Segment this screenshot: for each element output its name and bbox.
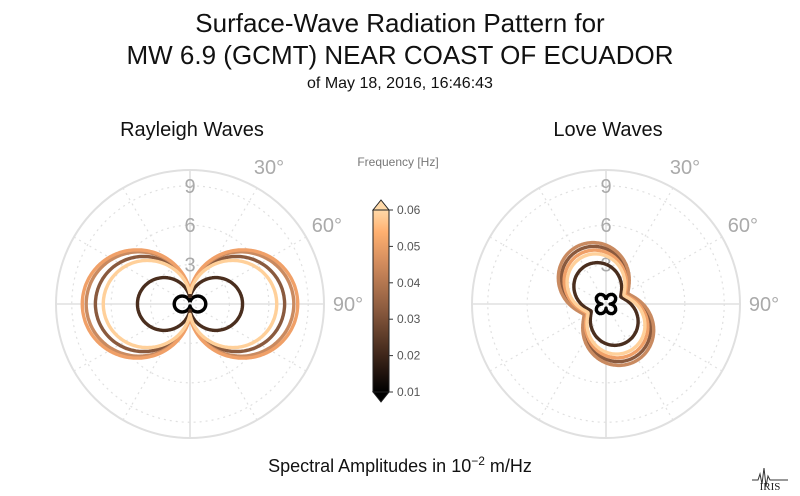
colorbar-tick-0.05: 0.05 <box>397 239 421 253</box>
iris-logo-text: IRIS <box>760 481 781 492</box>
love-angle-tick-60: 60° <box>728 215 758 237</box>
rayleigh-angle-tick-60: 60° <box>312 215 342 237</box>
love-angle-tick-90: 90° <box>749 294 779 316</box>
love-spoke-330 <box>538 187 607 305</box>
chart-title-line1: Surface-Wave Radiation Pattern for <box>195 8 605 38</box>
rayleigh-radial-tick-9: 9 <box>184 176 195 198</box>
love-radial-tick-9: 9 <box>600 176 611 198</box>
rayleigh-angle-tick-30: 30° <box>254 157 284 179</box>
love-spoke-60 <box>605 236 723 305</box>
chart-subtitle: of May 18, 2016, 16:46:43 <box>307 75 493 92</box>
love-spoke-300 <box>489 236 607 305</box>
chart-title-line2: MW 6.9 (GCMT) NEAR COAST OF ECUADOR <box>126 40 674 70</box>
colorbar-tick-0.01: 0.01 <box>397 385 421 399</box>
rayleigh-radial-tick-3: 3 <box>184 255 195 277</box>
rayleigh-angle-tick-90: 90° <box>333 294 363 316</box>
love-radial-tick-6: 6 <box>600 215 611 237</box>
units-suffix: m/Hz <box>484 456 532 476</box>
colorbar-tick-0.04: 0.04 <box>397 276 421 290</box>
iris-seismograph-logo: IRIS <box>752 467 788 492</box>
love-series-0.01 <box>594 292 618 316</box>
rayleigh-radial-tick-6: 6 <box>184 215 195 237</box>
colorbar-tick-0.03: 0.03 <box>397 312 421 326</box>
colorbar-extend-bottom <box>371 391 391 403</box>
love-series-0.06 <box>565 252 647 356</box>
colorbar-tick-0.02: 0.02 <box>397 349 421 363</box>
amplitude-units-label: Spectral Amplitudes in 10−2 m/Hz <box>0 454 800 477</box>
love-plot-title: Love Waves <box>553 119 663 141</box>
love-spoke-210 <box>538 303 607 421</box>
rayleigh-plot-title: Rayleigh Waves <box>120 119 264 141</box>
love-series-0.04 <box>556 240 656 368</box>
rayleigh-spoke-150 <box>189 303 258 421</box>
rayleigh-spoke-330 <box>122 187 191 305</box>
frequency-colorbar: Frequency [Hz] 0.06 0.05 0.04 0.03 0.02 0.01 <box>357 155 439 403</box>
rayleigh-spoke-240 <box>73 303 191 372</box>
rayleigh-spoke-60 <box>189 236 307 305</box>
colorbar-gradient <box>372 209 390 393</box>
love-spoke-150 <box>605 303 674 421</box>
love-spoke-30 <box>605 187 674 305</box>
rayleigh-spoke-300 <box>73 236 191 305</box>
rayleigh-spoke-30 <box>189 187 258 305</box>
rayleigh-polar-plot: 3 6 9 30° 60° 90° <box>55 157 363 439</box>
rayleigh-spoke-120 <box>189 303 307 372</box>
love-spoke-240 <box>489 303 607 372</box>
units-prefix: Spectral Amplitudes in 10 <box>268 456 472 476</box>
colorbar-extend-top <box>371 199 391 211</box>
colorbar-label: Frequency [Hz] <box>357 155 438 169</box>
rayleigh-spoke-210 <box>122 303 191 421</box>
love-series-0.02 <box>572 260 640 348</box>
love-spoke-120 <box>605 303 723 372</box>
colorbar-tick-0.06: 0.06 <box>397 203 421 217</box>
rayleigh-series-0.06 <box>101 258 279 350</box>
rayleigh-series-0.02 <box>135 275 245 333</box>
rayleigh-series-0.01 <box>172 294 208 314</box>
units-exponent: −2 <box>471 454 485 468</box>
love-angle-tick-30: 30° <box>670 157 700 179</box>
